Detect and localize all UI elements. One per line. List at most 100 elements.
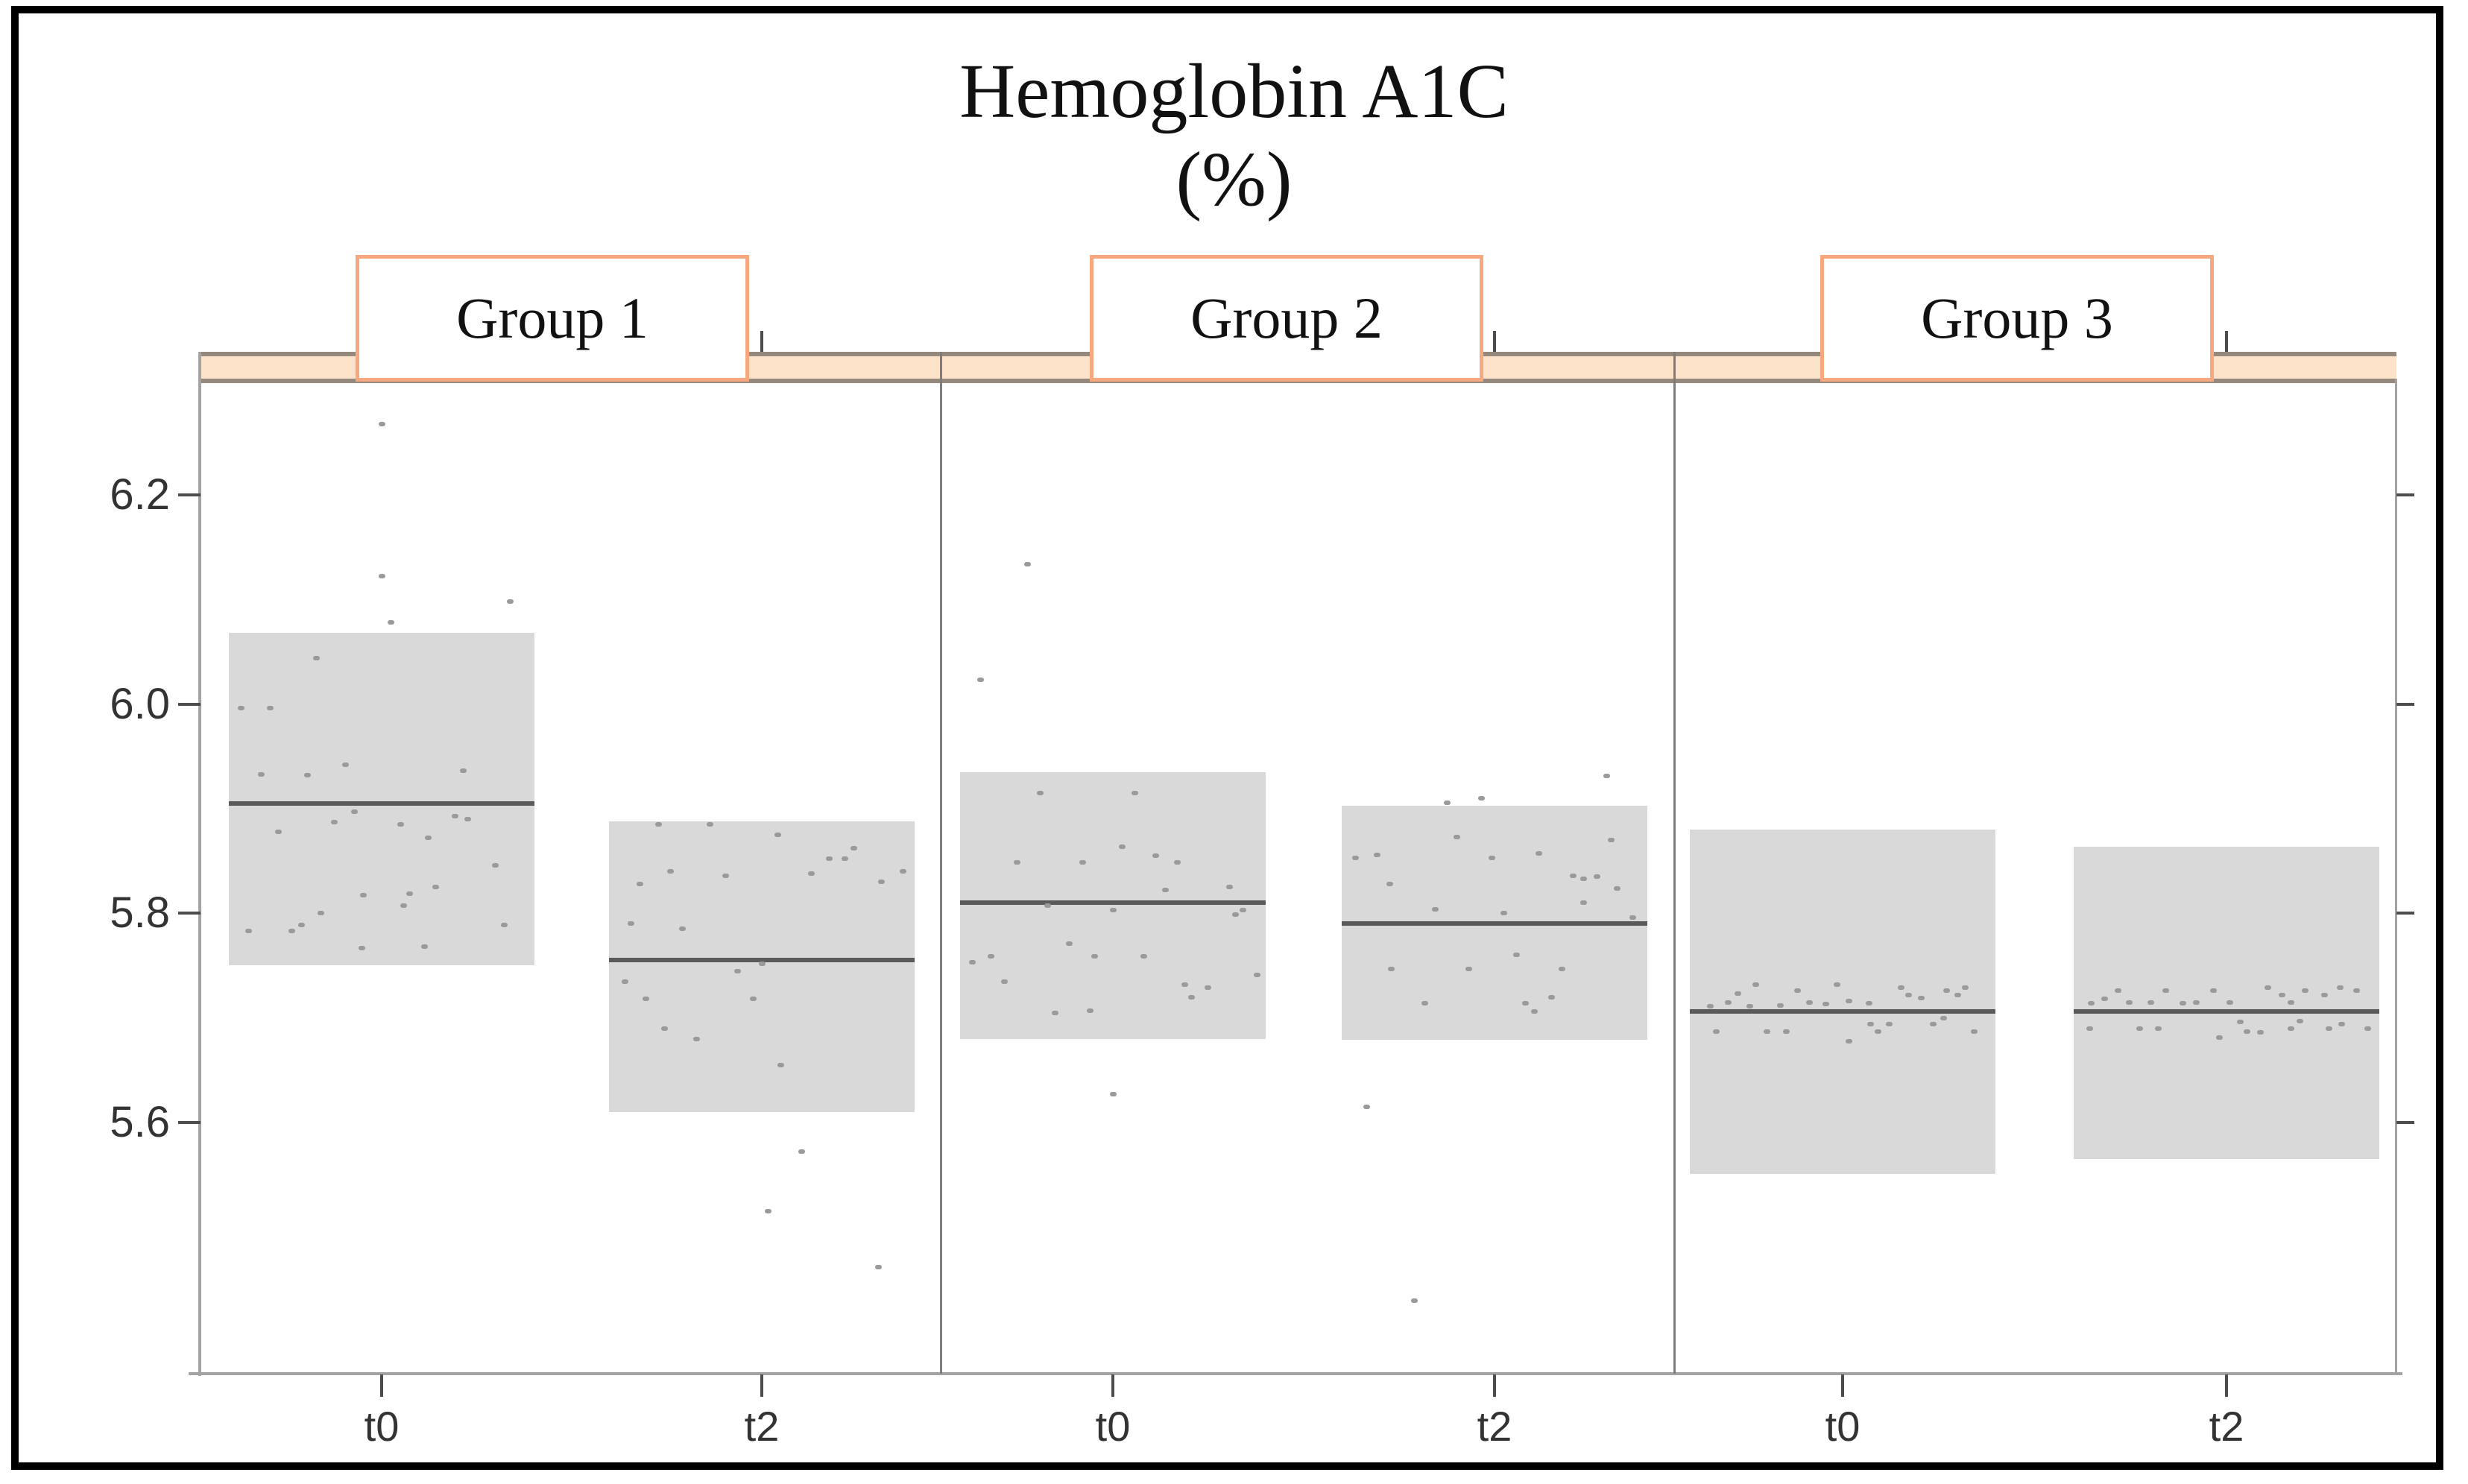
data-point	[274, 829, 282, 834]
data-point	[1110, 1092, 1117, 1097]
data-point	[2226, 1000, 2234, 1005]
data-point	[1763, 1029, 1770, 1034]
data-point	[1110, 908, 1117, 913]
data-point	[826, 856, 833, 862]
x-tick	[1841, 1374, 1844, 1397]
data-point	[388, 620, 395, 625]
data-point	[1547, 994, 1555, 1000]
data-point	[1793, 988, 1801, 994]
chart-title: Hemoglobin A1C	[959, 48, 1509, 134]
x-tick-top	[760, 331, 763, 352]
data-point	[267, 706, 274, 711]
data-point	[877, 880, 885, 885]
data-point	[2288, 1000, 2295, 1005]
data-point	[2243, 1029, 2250, 1034]
data-point	[2154, 1026, 2162, 1031]
x-tick	[380, 1374, 383, 1397]
data-point	[1374, 852, 1381, 857]
data-point	[1187, 994, 1195, 1000]
data-point	[379, 421, 385, 426]
data-point	[359, 945, 366, 950]
data-point	[1453, 834, 1460, 839]
data-point	[1131, 790, 1138, 795]
data-point	[331, 820, 338, 825]
facet-label-text: Group 1	[456, 285, 648, 350]
data-point	[1629, 915, 1636, 920]
data-point	[341, 762, 349, 768]
data-point	[627, 921, 634, 926]
y-tick	[178, 912, 201, 915]
y-tick-label: 5.6	[110, 1097, 170, 1146]
data-point	[976, 678, 984, 683]
data-point	[1065, 941, 1073, 947]
data-point	[238, 706, 245, 711]
data-point	[1712, 1029, 1720, 1034]
x-tick	[1111, 1374, 1114, 1397]
x-tick	[1493, 1374, 1496, 1397]
data-point	[722, 873, 729, 878]
facet-label-group-1: Group 1	[356, 255, 749, 382]
data-point	[2336, 985, 2344, 990]
data-point	[2288, 1026, 2295, 1031]
x-tick-label: t2	[744, 1403, 780, 1450]
data-point	[759, 961, 766, 966]
data-point	[2209, 988, 2217, 994]
data-point	[507, 599, 514, 604]
y-tick-right	[2396, 912, 2414, 915]
sd-box-group2-t0	[960, 771, 1266, 1039]
data-point	[2353, 988, 2361, 994]
data-point	[464, 817, 471, 822]
data-point	[1579, 900, 1587, 906]
data-point	[2115, 988, 2122, 994]
data-point	[1225, 885, 1233, 890]
data-point	[1885, 1022, 1893, 1027]
data-point	[245, 929, 253, 934]
y-tick-label: 6.0	[110, 679, 170, 728]
data-point	[1205, 985, 1212, 990]
data-point	[1954, 992, 1961, 997]
data-point	[1614, 885, 1620, 891]
data-point	[2101, 997, 2108, 1002]
data-point	[1725, 1000, 1732, 1005]
mean-line-group1-t2	[609, 958, 915, 963]
data-point	[318, 911, 324, 916]
data-point	[2162, 988, 2169, 994]
mean-line-group2-t2	[1342, 921, 1647, 926]
data-point	[1536, 851, 1543, 856]
figure-border	[11, 6, 2443, 1470]
data-point	[1152, 853, 1160, 859]
panel-divider	[940, 352, 942, 1374]
data-point	[1846, 1038, 1853, 1043]
data-point	[2297, 1018, 2304, 1023]
data-point	[1875, 1029, 1882, 1034]
data-point	[400, 903, 407, 909]
data-point	[1488, 855, 1495, 860]
data-point	[1079, 859, 1086, 865]
data-point	[969, 960, 976, 965]
data-point	[679, 926, 687, 932]
data-point	[1512, 953, 1520, 958]
x-tick	[760, 1374, 763, 1397]
data-point	[667, 869, 674, 874]
data-point	[432, 885, 439, 890]
data-point	[1091, 953, 1099, 959]
data-point	[1706, 1004, 1714, 1009]
data-point	[1865, 1001, 1872, 1005]
y-tick	[178, 702, 201, 706]
data-point	[899, 869, 906, 874]
x-tick-label: t0	[1095, 1403, 1131, 1450]
data-point	[2278, 992, 2285, 997]
data-point	[459, 768, 467, 774]
data-point	[2087, 1001, 2095, 1005]
x-tick-label: t2	[1477, 1403, 1512, 1450]
data-point	[841, 856, 848, 862]
data-point	[1174, 859, 1181, 865]
data-point	[360, 893, 367, 898]
data-point	[2237, 1020, 2244, 1025]
data-point	[1559, 966, 1566, 971]
data-point	[1846, 999, 1853, 1004]
data-point	[1866, 1022, 1874, 1027]
data-point	[1240, 908, 1247, 913]
data-point	[1421, 1001, 1428, 1005]
